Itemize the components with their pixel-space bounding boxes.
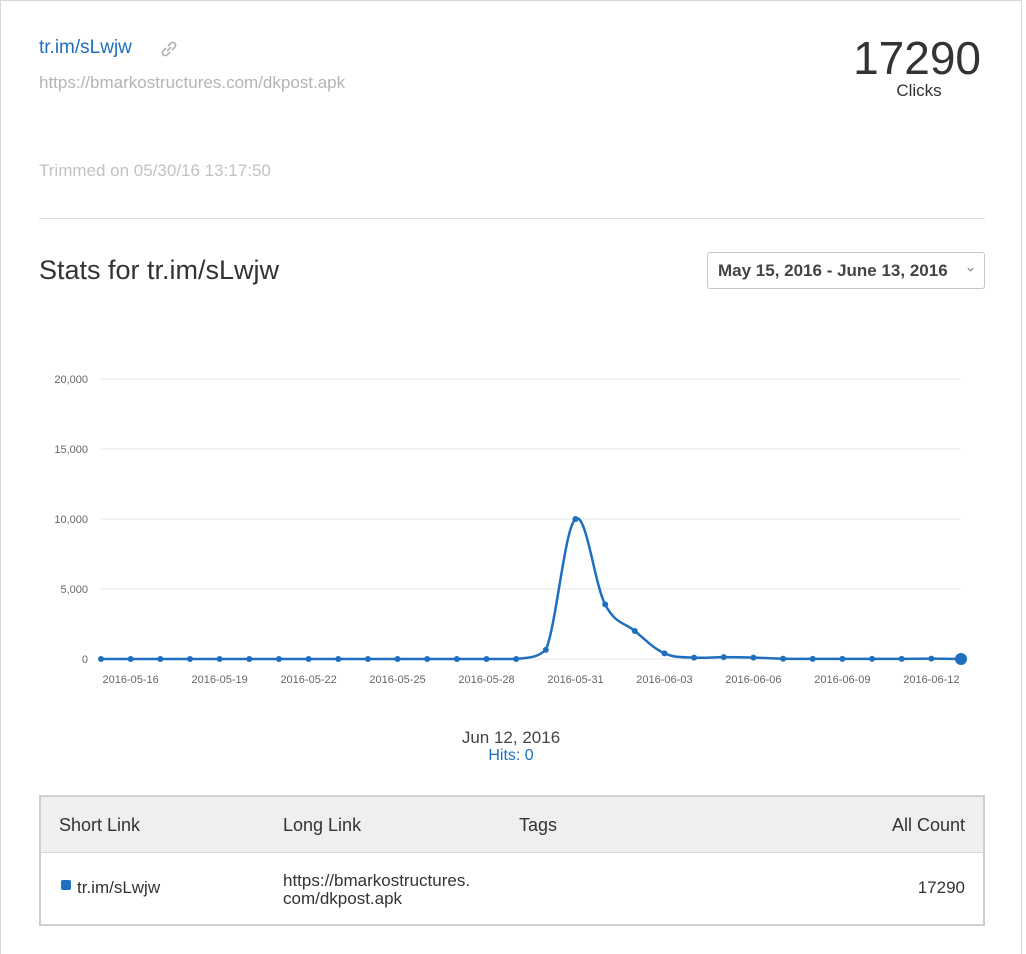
row-short-link[interactable]: tr.im/sLwjw (77, 878, 161, 897)
x-tick-label: 2016-05-22 (280, 674, 336, 686)
data-point (750, 654, 757, 661)
y-tick-label: 10,000 (54, 514, 88, 526)
data-point (186, 656, 193, 662)
data-point (898, 655, 905, 662)
data-point (335, 656, 342, 662)
data-point (394, 656, 401, 662)
data-point (275, 656, 282, 662)
short-link[interactable]: tr.im/sLwjw (39, 37, 132, 58)
data-point (216, 656, 223, 662)
stats-title: Stats for tr.im/sLwjw (39, 255, 280, 285)
data-point (780, 655, 787, 662)
data-point (424, 656, 431, 662)
y-tick-label: 5,000 (60, 584, 88, 596)
series-color-swatch (61, 880, 71, 890)
data-point (720, 654, 727, 661)
links-table: Short Link Long Link Tags All Count tr.i… (39, 795, 985, 926)
clicks-label: Clicks (896, 81, 942, 100)
x-tick-label: 2016-05-28 (458, 674, 514, 686)
data-point (246, 656, 253, 662)
y-tick-label: 20,000 (54, 374, 88, 386)
data-point (98, 656, 104, 662)
data-point (483, 656, 490, 662)
trimmed-date: Trimmed on 05/30/16 13:17:50 (39, 161, 271, 180)
row-all-count: 17290 (917, 878, 965, 897)
data-point (869, 655, 876, 662)
data-point (513, 656, 520, 662)
data-point (839, 655, 846, 662)
data-point (453, 656, 460, 662)
date-range-picker[interactable]: May 15, 2016 - June 13, 2016 (707, 252, 985, 289)
x-tick-label: 2016-05-25 (369, 674, 425, 686)
row-long-link-line1[interactable]: https://bmarkostructures. (283, 871, 471, 890)
highlighted-data-point (955, 653, 967, 665)
chevron-down-icon (967, 267, 974, 272)
tooltip-date: Jun 12, 2016 (461, 728, 561, 747)
x-tick-label: 2016-06-06 (725, 674, 781, 686)
y-tick-label: 0 (82, 654, 88, 666)
divider (39, 218, 985, 219)
link-icon[interactable] (159, 39, 179, 59)
data-point (127, 656, 134, 662)
header-tags[interactable]: Tags (519, 815, 558, 835)
table-header: Short Link Long Link Tags All Count (41, 797, 983, 853)
data-point (305, 656, 312, 662)
x-tick-label: 2016-05-19 (191, 674, 247, 686)
data-point (631, 628, 638, 634)
x-tick-label: 2016-06-09 (814, 674, 870, 686)
data-point (691, 654, 698, 661)
clicks-line-chart: 0 5,000 10,000 15,000 20,000 2016-05-16 2016-0… (54, 374, 967, 686)
date-range-label: May 15, 2016 - June 13, 2016 (718, 260, 948, 280)
header-all-count[interactable]: All Count (891, 815, 965, 835)
row-long-link-line2[interactable]: com/dkpost.apk (283, 889, 403, 908)
x-tick-label: 2016-06-03 (636, 674, 692, 686)
data-point (364, 656, 371, 662)
tooltip-hits: Hits: 0 (488, 747, 534, 764)
data-point (661, 650, 668, 657)
y-tick-label: 15,000 (54, 444, 88, 456)
data-point (572, 516, 579, 522)
data-point (157, 656, 164, 662)
header-long-link[interactable]: Long Link (283, 815, 362, 835)
x-tick-label: 2016-05-31 (547, 674, 603, 686)
data-point (809, 655, 816, 662)
data-point (602, 601, 609, 608)
data-point (928, 655, 935, 662)
clicks-count: 17290 (853, 32, 981, 84)
header-short-link[interactable]: Short Link (59, 815, 141, 835)
long-link: https://bmarkostructures.com/dkpost.apk (39, 73, 346, 92)
x-tick-label: 2016-06-12 (903, 674, 959, 686)
x-tick-label: 2016-05-16 (103, 674, 159, 686)
data-point (542, 646, 549, 653)
